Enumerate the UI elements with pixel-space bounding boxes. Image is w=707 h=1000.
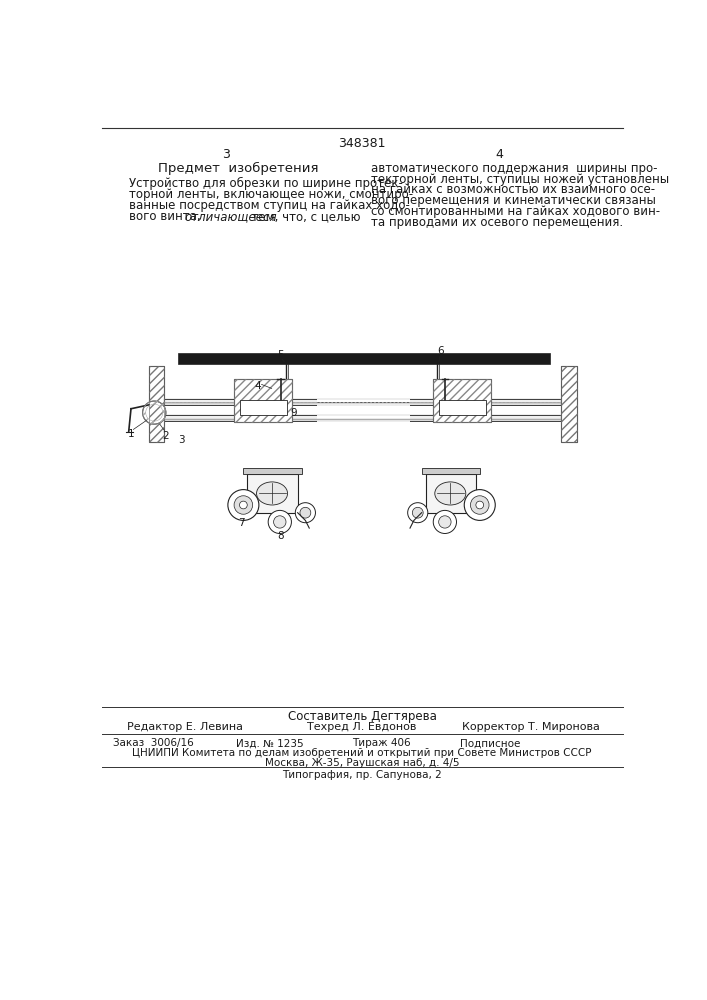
Text: Подписное: Подписное — [460, 738, 521, 748]
Text: текторной ленты, ступицы ножей установлены: текторной ленты, ступицы ножей установле… — [371, 173, 670, 186]
Bar — [561, 366, 577, 442]
Text: 3: 3 — [221, 148, 230, 161]
Ellipse shape — [257, 482, 288, 505]
Bar — [164, 399, 561, 405]
Text: та приводами их осевого перемещения.: та приводами их осевого перемещения. — [371, 216, 624, 229]
Circle shape — [408, 503, 428, 523]
Bar — [177, 353, 549, 364]
Text: тем, что, с целью: тем, что, с целью — [244, 210, 361, 223]
Text: ЦНИИПИ Комитета по делам изобретений и открытий при Совете Министров СССР: ЦНИИПИ Комитета по делам изобретений и о… — [132, 748, 592, 758]
Circle shape — [228, 490, 259, 520]
Circle shape — [464, 490, 495, 520]
Text: Техред Л. Евдонов: Техред Л. Евдонов — [308, 722, 416, 732]
Bar — [243, 468, 301, 474]
Text: Редактор Е. Левина: Редактор Е. Левина — [127, 722, 243, 732]
Bar — [240, 400, 287, 415]
Bar — [433, 379, 491, 422]
Bar — [247, 474, 298, 513]
Text: 7: 7 — [238, 518, 245, 528]
Text: 8: 8 — [277, 531, 284, 541]
Bar — [149, 366, 164, 442]
Text: 1: 1 — [128, 429, 134, 439]
Bar — [440, 400, 486, 415]
Text: Корректор Т. Миронова: Корректор Т. Миронова — [462, 722, 600, 732]
Text: Изд. № 1235: Изд. № 1235 — [235, 738, 303, 748]
Text: Устройство для обрезки по ширине протек-: Устройство для обрезки по ширине протек- — [129, 177, 402, 190]
Circle shape — [296, 503, 315, 523]
Circle shape — [433, 510, 457, 533]
Text: автоматического поддержания  ширины про-: автоматического поддержания ширины про- — [371, 162, 658, 175]
Text: со смонтированными на гайках ходового вин-: со смонтированными на гайках ходового ви… — [371, 205, 660, 218]
Text: Тираж 406: Тираж 406 — [352, 738, 411, 748]
Bar — [149, 366, 164, 442]
Text: 9: 9 — [291, 408, 297, 418]
Circle shape — [268, 510, 291, 533]
Text: Составитель Дегтярева: Составитель Дегтярева — [288, 710, 436, 723]
Circle shape — [412, 507, 423, 518]
Bar — [234, 379, 292, 422]
Bar — [317, 399, 410, 423]
Text: 3: 3 — [178, 435, 185, 445]
Circle shape — [240, 501, 247, 509]
Text: ванные посредством ступиц на гайках ходо-: ванные посредством ступиц на гайках ходо… — [129, 199, 409, 212]
Text: 6: 6 — [437, 346, 443, 356]
Circle shape — [438, 516, 451, 528]
Text: отличающееся: отличающееся — [185, 210, 277, 223]
Circle shape — [143, 401, 166, 424]
Text: вого перемещения и кинематически связаны: вого перемещения и кинематически связаны — [371, 194, 656, 207]
Text: 4: 4 — [254, 381, 261, 391]
Circle shape — [234, 496, 252, 514]
Text: 2: 2 — [163, 431, 169, 441]
Text: Заказ  3006/16: Заказ 3006/16 — [113, 738, 194, 748]
Circle shape — [470, 496, 489, 514]
Text: вого винта,: вого винта, — [129, 210, 204, 223]
Bar — [164, 415, 561, 421]
Text: Предмет  изобретения: Предмет изобретения — [158, 162, 319, 175]
Text: 5: 5 — [277, 350, 284, 360]
Bar — [421, 468, 480, 474]
Bar — [164, 415, 561, 421]
Bar — [433, 379, 491, 422]
Bar — [164, 399, 561, 405]
Ellipse shape — [435, 482, 466, 505]
Circle shape — [300, 507, 311, 518]
Bar — [561, 366, 577, 442]
Bar — [234, 379, 292, 422]
Text: 4: 4 — [495, 148, 503, 161]
Bar — [426, 474, 476, 513]
Circle shape — [274, 516, 286, 528]
Text: Типография, пр. Сапунова, 2: Типография, пр. Сапунова, 2 — [282, 770, 442, 780]
Text: на гайках с возможностью их взаимного осе-: на гайках с возможностью их взаимного ос… — [371, 183, 655, 196]
Text: торной ленты, включающее ножи, смонтиро-: торной ленты, включающее ножи, смонтиро- — [129, 188, 413, 201]
Circle shape — [476, 501, 484, 509]
Text: Москва, Ж-35, Раушская наб, д. 4/5: Москва, Ж-35, Раушская наб, д. 4/5 — [264, 758, 460, 768]
Text: 348381: 348381 — [338, 137, 386, 150]
